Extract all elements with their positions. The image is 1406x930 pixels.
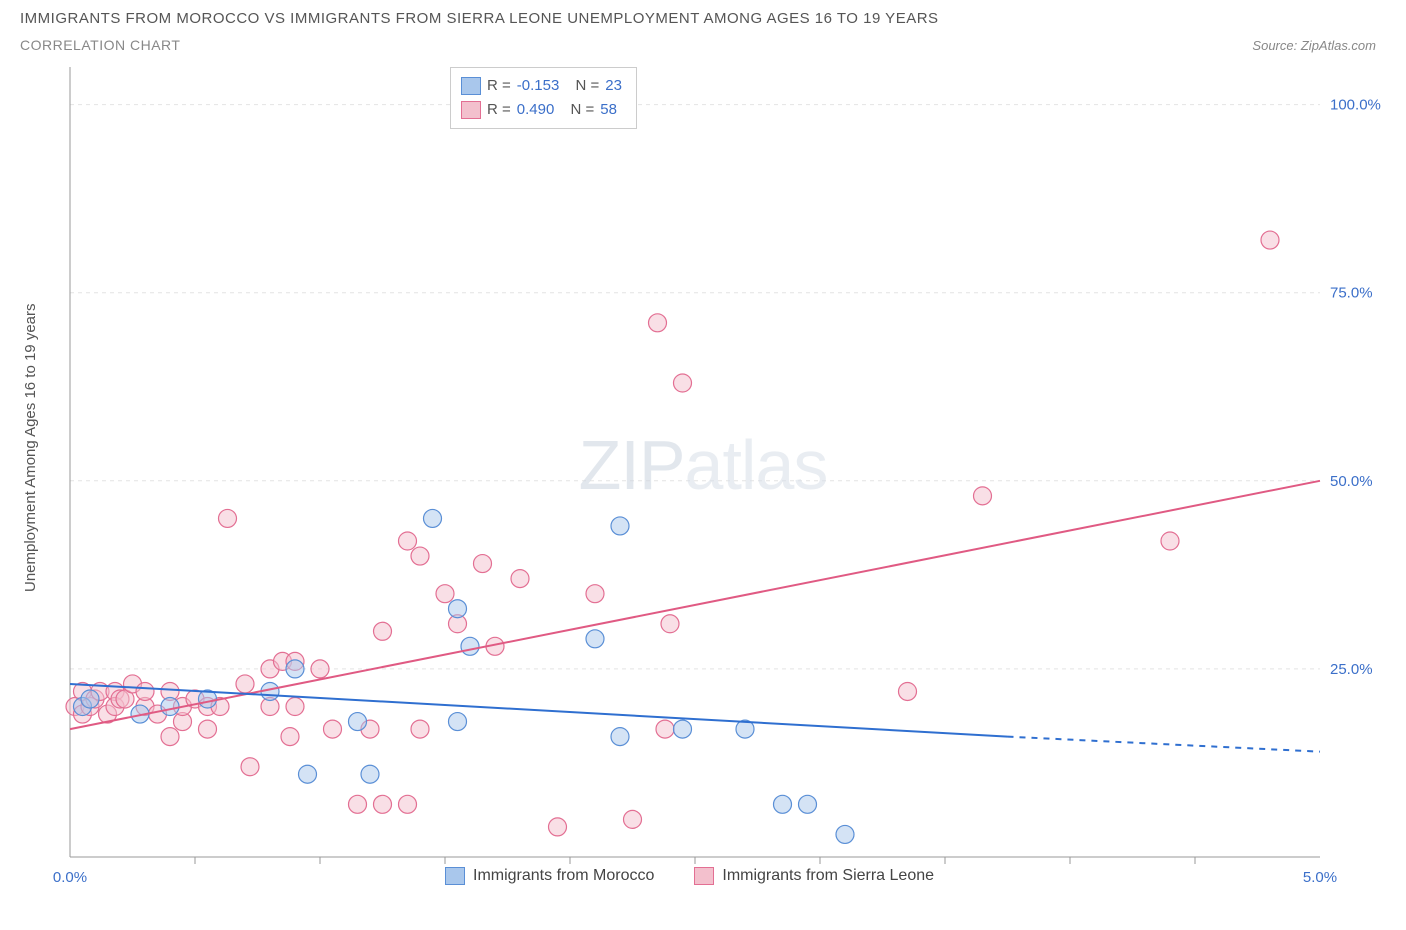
svg-text:Unemployment Among Ages 16 to: Unemployment Among Ages 16 to 19 years xyxy=(22,303,39,592)
chart-title: IMMIGRANTS FROM MOROCCO VS IMMIGRANTS FR… xyxy=(20,10,1396,27)
source-name: ZipAtlas.com xyxy=(1301,38,1376,53)
n-value-morocco: 23 xyxy=(605,74,622,98)
n-value-sierra-leone: 58 xyxy=(600,98,617,122)
svg-text:0.0%: 0.0% xyxy=(53,869,87,886)
r-label: R = xyxy=(487,98,511,122)
svg-text:75.0%: 75.0% xyxy=(1330,285,1373,302)
swatch-sierra-leone xyxy=(694,867,714,885)
source-label: Source: xyxy=(1252,38,1297,53)
swatch-morocco xyxy=(461,77,481,95)
series-legend: Immigrants from Morocco Immigrants from … xyxy=(445,867,934,885)
stats-row-morocco: R = -0.153 N = 23 xyxy=(461,74,622,98)
n-label: N = xyxy=(575,74,599,98)
legend-label-sierra-leone: Immigrants from Sierra Leone xyxy=(722,867,934,885)
svg-text:100.0%: 100.0% xyxy=(1330,97,1381,114)
stats-row-sierra-leone: R = 0.490 N = 58 xyxy=(461,98,622,122)
r-label: R = xyxy=(487,74,511,98)
subtitle-row: CORRELATION CHART Source: ZipAtlas.com xyxy=(20,37,1396,53)
chart-header: IMMIGRANTS FROM MOROCCO VS IMMIGRANTS FR… xyxy=(10,10,1396,57)
n-label: N = xyxy=(570,98,594,122)
stats-legend-box: R = -0.153 N = 23 R = 0.490 N = 58 xyxy=(450,67,637,129)
swatch-morocco xyxy=(445,867,465,885)
legend-item-sierra-leone: Immigrants from Sierra Leone xyxy=(694,867,934,885)
legend-item-morocco: Immigrants from Morocco xyxy=(445,867,654,885)
legend-label-morocco: Immigrants from Morocco xyxy=(473,867,654,885)
svg-text:5.0%: 5.0% xyxy=(1303,869,1337,886)
svg-text:50.0%: 50.0% xyxy=(1330,473,1373,490)
scatter-chart-svg: 25.0% 50.0% 75.0% 100.0% 0.0% 5.0% Unemploymen… xyxy=(10,57,1396,907)
r-value-morocco: -0.153 xyxy=(517,74,560,98)
swatch-sierra-leone xyxy=(461,101,481,119)
chart-subtitle: CORRELATION CHART xyxy=(20,37,180,53)
r-value-sierra-leone: 0.490 xyxy=(517,98,555,122)
chart-area: 25.0% 50.0% 75.0% 100.0% 0.0% 5.0% Unemploymen… xyxy=(10,57,1396,907)
source-citation: Source: ZipAtlas.com xyxy=(1252,38,1396,53)
svg-text:25.0%: 25.0% xyxy=(1330,661,1373,678)
